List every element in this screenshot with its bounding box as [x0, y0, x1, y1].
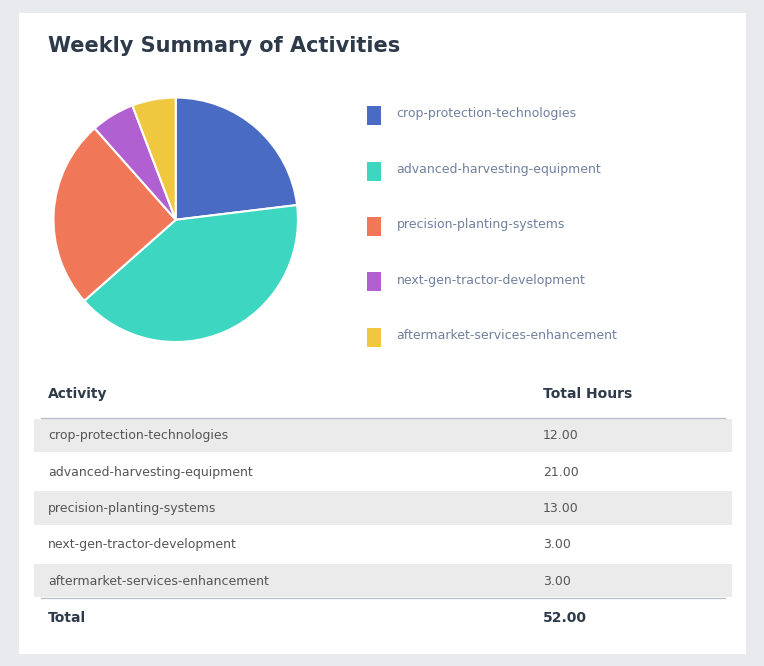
FancyBboxPatch shape	[367, 161, 381, 180]
FancyBboxPatch shape	[367, 328, 381, 347]
Text: crop-protection-technologies: crop-protection-technologies	[48, 430, 228, 442]
FancyBboxPatch shape	[34, 419, 732, 452]
Wedge shape	[53, 129, 176, 301]
Text: Total: Total	[48, 611, 86, 625]
Text: Total Hours: Total Hours	[542, 387, 632, 401]
FancyBboxPatch shape	[367, 217, 381, 236]
Text: 3.00: 3.00	[542, 575, 571, 588]
Text: crop-protection-technologies: crop-protection-technologies	[397, 107, 577, 121]
Text: advanced-harvesting-equipment: advanced-harvesting-equipment	[48, 466, 253, 479]
Text: Weekly Summary of Activities: Weekly Summary of Activities	[48, 36, 400, 56]
Text: aftermarket-services-enhancement: aftermarket-services-enhancement	[48, 575, 269, 588]
Text: 3.00: 3.00	[542, 538, 571, 551]
Text: precision-planting-systems: precision-planting-systems	[397, 218, 565, 231]
FancyBboxPatch shape	[367, 272, 381, 292]
FancyBboxPatch shape	[367, 106, 381, 125]
Text: Activity: Activity	[48, 387, 108, 401]
Wedge shape	[84, 205, 298, 342]
Text: 21.00: 21.00	[542, 466, 578, 479]
Wedge shape	[132, 97, 176, 220]
FancyBboxPatch shape	[8, 4, 757, 663]
Text: precision-planting-systems: precision-planting-systems	[48, 502, 216, 515]
Text: next-gen-tractor-development: next-gen-tractor-development	[397, 274, 585, 286]
FancyBboxPatch shape	[34, 564, 732, 597]
Text: 13.00: 13.00	[542, 502, 578, 515]
Text: 52.00: 52.00	[542, 611, 587, 625]
Text: 12.00: 12.00	[542, 430, 578, 442]
Text: aftermarket-services-enhancement: aftermarket-services-enhancement	[397, 329, 617, 342]
Wedge shape	[95, 105, 176, 220]
Text: next-gen-tractor-development: next-gen-tractor-development	[48, 538, 237, 551]
Wedge shape	[176, 97, 297, 220]
FancyBboxPatch shape	[34, 492, 732, 525]
Text: advanced-harvesting-equipment: advanced-harvesting-equipment	[397, 163, 601, 176]
